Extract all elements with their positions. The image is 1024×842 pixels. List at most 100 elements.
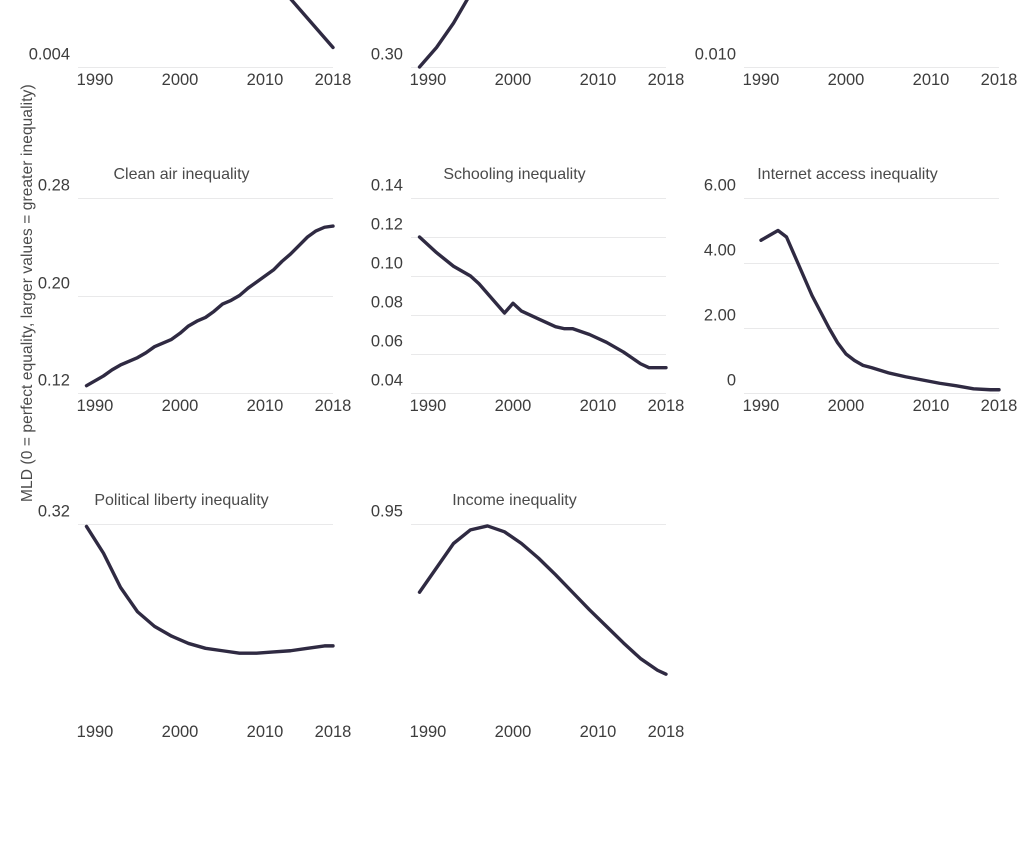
y-tick-label: 0.28: [37, 176, 70, 195]
y-tick-label: 4.00: [703, 241, 736, 260]
gridline: 0.06: [371, 333, 666, 355]
y-axis-caption: MLD (0 = perfect equality, larger values…: [0, 0, 36, 512]
x-tick-label: 2018: [314, 723, 352, 741]
x-tick-labels: 1990 2000 2010 2018: [76, 397, 352, 420]
y-tick-label: 6.00: [703, 176, 736, 195]
series-line-svg: [417, 0, 469, 69]
x-tick-label: 2010: [579, 397, 617, 415]
y-tick-label: 2.00: [703, 306, 736, 325]
series-line: [417, 0, 469, 69]
x-tick-label: 2000: [161, 71, 199, 89]
x-tick-labels: 1990 2000 2010 2018: [409, 723, 685, 746]
series-line: [289, 0, 335, 50]
y-tick-label: 0.12: [370, 215, 403, 234]
x-tick-label: 2000: [161, 723, 199, 741]
plot-area: 0.0080.004: [29, 0, 335, 68]
y-tick-label: 0.010: [694, 45, 736, 64]
gridline: 0.010: [695, 46, 999, 68]
plot-area: 0.28 0.20 0.12: [38, 177, 335, 394]
x-tick-label: 1990: [409, 723, 447, 741]
x-tick-label: 2018: [647, 397, 685, 415]
gridline: 0.12: [38, 372, 333, 394]
gridline: 0.04: [371, 372, 666, 394]
y-tick-label: 0.12: [37, 371, 70, 390]
series-line: [417, 235, 668, 370]
series-line: [417, 524, 668, 676]
gridline: 0.10: [371, 255, 666, 277]
x-tick-label: 2018: [647, 71, 685, 89]
x-tick-labels: 1990 2000 2010 2018: [409, 397, 685, 420]
x-tick-label: 2018: [314, 397, 352, 415]
series-line: [84, 224, 335, 388]
y-tick-label: 0.20: [37, 274, 70, 292]
small-multiples-grid: Life expectancy inequality0.0080.0041990…: [29, 0, 1024, 842]
chart-panel-internet-access-inequality: Internet access inequality 6.00 4.00 2.00 0 1…: [696, 158, 1024, 484]
x-tick-labels: 1990 2000 2010 2018: [742, 397, 1018, 420]
x-tick-label: 2018: [314, 71, 352, 89]
gridline: 0.08: [371, 294, 666, 316]
plot-area: 6.00 4.00 2.00 0: [704, 177, 1001, 394]
gridline: 4.00: [704, 242, 999, 264]
series-line-svg: [759, 228, 1001, 392]
gridline: 2.00: [704, 307, 999, 329]
series-line: [84, 524, 335, 655]
y-tick-label: 0.32: [37, 502, 70, 521]
gridline: 0.14: [371, 177, 666, 199]
plot-area: 0.420.30: [371, 0, 666, 69]
chart-panel-clean-air-inequality: Clean air inequality 0.28 0.20 0.12 1990 2000…: [30, 158, 363, 484]
x-tick-label: 1990: [409, 71, 447, 89]
y-tick-label: 0.95: [370, 502, 403, 521]
x-tick-label: 1990: [742, 71, 780, 89]
x-tick-labels: 1990 2000 2010 2018: [76, 71, 352, 94]
x-tick-label: 1990: [76, 71, 114, 89]
x-tick-label: 2010: [579, 723, 617, 741]
y-tick-label: 0.06: [370, 332, 403, 351]
x-tick-label: 1990: [742, 397, 780, 415]
x-tick-label: 2000: [494, 71, 532, 89]
x-tick-label: 1990: [76, 397, 114, 415]
series-line-svg: [417, 524, 668, 676]
y-tick-label: 0: [726, 371, 736, 390]
gridline: 6.00: [704, 177, 999, 199]
plot-area: 0.14 0.12 0.10 0.08 0.06 0.04: [371, 177, 668, 394]
chart-panel-income-inequality: Income inequality 0.95 1990 2000 2010 2018: [363, 484, 696, 810]
x-tick-labels: 1990 2000 2010 2018: [742, 71, 1018, 94]
x-tick-label: 2000: [494, 397, 532, 415]
chart-panel-life-expectancy-inequality: Life expectancy inequality0.0080.0041990…: [29, 0, 363, 158]
x-tick-label: 2018: [980, 71, 1018, 89]
chart-title: Income inequality: [452, 492, 577, 509]
x-tick-label: 2000: [827, 71, 865, 89]
chart-title: Clean air inequality: [113, 166, 250, 183]
y-tick-label: 0.04: [370, 371, 403, 390]
series-line-svg: [417, 235, 668, 370]
x-tick-label: 2000: [161, 397, 199, 415]
chart-panel-housing-inequality: Housing inequality0.420.3019902000201020…: [363, 0, 696, 158]
y-tick-label: 0.14: [370, 176, 403, 195]
series-line-svg: [744, 0, 999, 67]
gridline: 0.20: [38, 275, 333, 297]
x-tick-label: 2010: [246, 71, 284, 89]
gridline: 0.30: [371, 46, 666, 68]
x-tick-label: 2010: [912, 71, 950, 89]
chart-title: Schooling inequality: [443, 166, 586, 183]
plot-area: 0.0220.010: [695, 0, 999, 68]
x-tick-label: 2010: [912, 397, 950, 415]
x-tick-label: 2010: [579, 71, 617, 89]
x-tick-label: 1990: [409, 397, 447, 415]
x-tick-label: 2010: [246, 723, 284, 741]
chart-panel-schooling-inequality: Schooling inequality 0.14 0.12 0.10 0.08 0.06…: [363, 158, 696, 484]
x-tick-label: 2018: [647, 723, 685, 741]
x-tick-labels: 1990 2000 2010 2018: [409, 71, 685, 94]
series-line-svg: [84, 524, 335, 655]
y-tick-label: 0.08: [370, 293, 403, 312]
y-tick-label: 0.004: [28, 45, 70, 64]
x-tick-label: 2010: [246, 397, 284, 415]
x-tick-label: 2000: [494, 723, 532, 741]
chart-panel-sanitation-inequality: Sanitation inequality0.0220.010199020002…: [695, 0, 1024, 158]
gridline: 0.12: [371, 216, 666, 238]
plot-area: 0.32: [38, 503, 335, 719]
x-tick-label: 2000: [827, 397, 865, 415]
gridline: 0: [727, 372, 999, 394]
series-line-svg: [84, 224, 335, 388]
series-line-svg: [289, 0, 335, 50]
